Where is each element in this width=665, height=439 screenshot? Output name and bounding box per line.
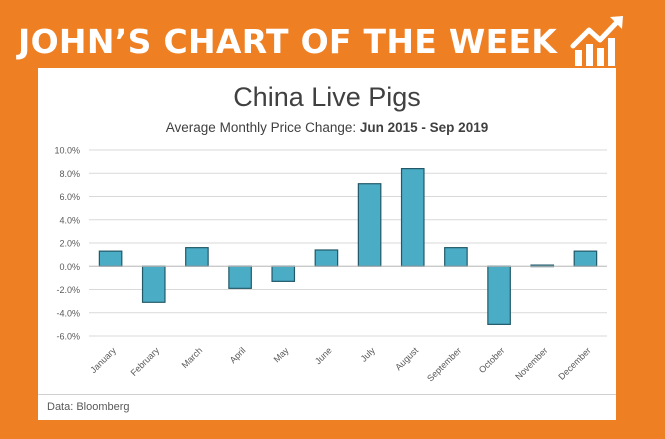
bar-march <box>185 247 209 267</box>
bar-february <box>141 265 166 303</box>
y-tick-label: 8.0% <box>59 169 80 179</box>
chart-subtitle: Average Monthly Price Change: Jun 2015 -… <box>38 120 616 135</box>
bar-september <box>444 247 468 267</box>
x-tick-label: July <box>359 345 378 364</box>
x-tick-label: February <box>129 345 162 378</box>
bar-chart: 10.0% 8.0% 6.0% 4.0% 2.0% 0.0% -2.0% -4.0% -6.0%… <box>54 146 607 384</box>
bar-october <box>487 265 511 325</box>
chart-title: China Live Pigs <box>233 82 421 112</box>
bar-april <box>228 265 252 289</box>
x-tick-label: March <box>180 345 205 370</box>
y-tick-label: 2.0% <box>59 239 80 249</box>
x-tick-label: April <box>228 345 248 365</box>
banner-title: JOHN’S CHART OF THE WEEK <box>18 22 558 61</box>
subtitle-date-range: Jun 2015 - Sep 2019 <box>359 120 489 135</box>
x-tick-label: January <box>88 345 118 375</box>
data-source: Data: Bloomberg <box>47 401 130 413</box>
x-tick-label: September <box>425 345 463 383</box>
bar-july <box>357 183 382 267</box>
y-tick-label: -2.0% <box>56 285 80 295</box>
x-tick-label: June <box>313 345 334 366</box>
y-tick-label: 10.0% <box>54 146 80 156</box>
x-tick-label: May <box>272 345 291 364</box>
x-tick-label: December <box>556 345 592 381</box>
subtitle-prefix: Average Monthly Price Change: <box>165 120 360 135</box>
bar-december <box>573 250 598 267</box>
x-tick-label: October <box>477 345 507 375</box>
y-tick-label: 4.0% <box>59 215 80 225</box>
chart-panel: China Live Pigs Average Monthly Price Ch… <box>38 68 616 420</box>
bar-may <box>271 265 296 282</box>
footer-divider <box>38 394 616 395</box>
x-tick-label: November <box>513 345 549 381</box>
x-tick-label: August <box>393 345 420 372</box>
y-tick-label: -6.0% <box>56 332 80 342</box>
y-tick-label: 0.0% <box>59 262 80 272</box>
bar-january <box>98 250 123 267</box>
y-tick-label: -4.0% <box>56 308 80 318</box>
bar-june <box>314 249 339 267</box>
y-tick-label: 6.0% <box>59 192 80 202</box>
bar-august <box>400 167 425 267</box>
trending-up-chart-icon <box>570 16 623 66</box>
